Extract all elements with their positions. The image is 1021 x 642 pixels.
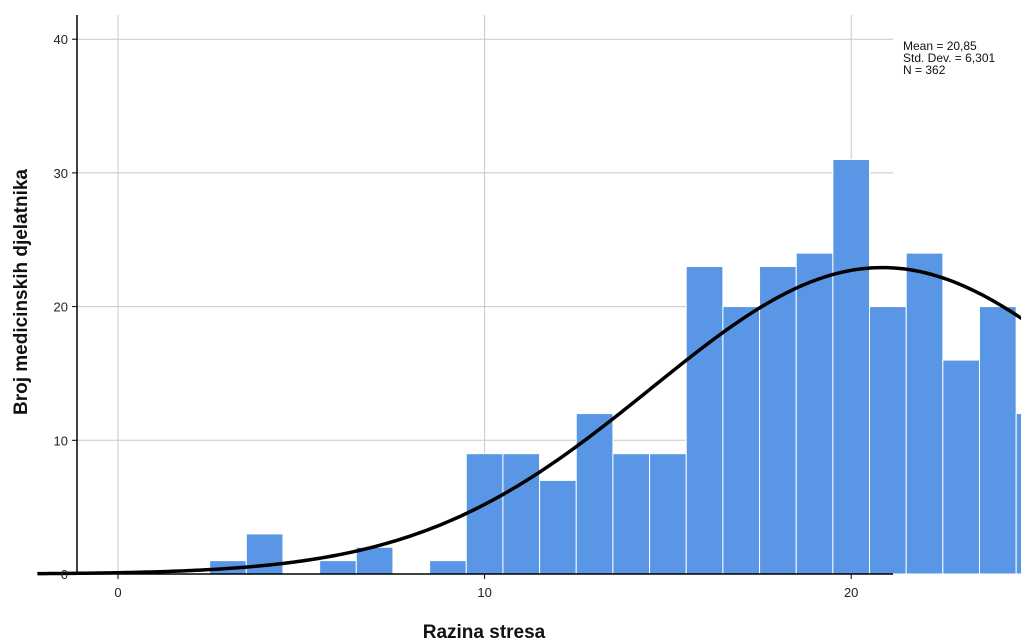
histogram-bar-21 [869, 306, 907, 575]
histogram-bar-14 [612, 453, 651, 575]
y-tick-label-20: 20 [54, 300, 68, 315]
histogram-bar-6 [319, 560, 357, 575]
y-tick-label-0: 0 [61, 567, 68, 582]
y-tick-label-30: 30 [54, 166, 68, 181]
y-tick-label-40: 40 [54, 32, 68, 47]
x-tick-label-10: 10 [477, 585, 491, 600]
x-axis-title: Razina stresa [423, 622, 546, 642]
histogram-bar-22 [905, 252, 944, 575]
histogram-bar-17 [722, 306, 761, 575]
histogram-bar-15 [649, 453, 687, 575]
histogram-bar-25 [1015, 413, 1021, 575]
histogram-bar-12 [539, 479, 577, 575]
y-axis-ticks: 0 10 20 30 40 [54, 32, 77, 582]
legend-std-dev: Std. Dev. = 6,301 [903, 51, 996, 65]
histogram-bar-10 [465, 453, 504, 575]
histogram-bar-19 [795, 252, 834, 575]
histogram-bar-23 [942, 359, 981, 575]
normal-curve [37, 265, 1021, 576]
histogram-bar-7 [355, 546, 394, 575]
y-tick-label-10: 10 [54, 433, 68, 448]
histogram-bar-13 [575, 413, 614, 575]
histogram-bars [209, 159, 1021, 575]
histogram-bar-24 [979, 306, 1017, 575]
histogram-bar-16 [685, 265, 724, 575]
histogram-bar-9 [429, 560, 467, 575]
x-tick-label-20: 20 [844, 585, 858, 600]
histogram-bar-18 [759, 265, 797, 575]
legend-mean: Mean = 20,85 [903, 39, 977, 53]
legend-n: N = 362 [903, 63, 946, 77]
histogram-bar-11 [502, 453, 541, 575]
statistics-legend: Mean = 20,85 Std. Dev. = 6,301 N = 362 [903, 40, 995, 76]
x-tick-label-0: 0 [114, 585, 121, 600]
histogram-bar-20 [832, 159, 871, 575]
y-axis-title: Broj medicinskih djelatnika [11, 169, 32, 415]
